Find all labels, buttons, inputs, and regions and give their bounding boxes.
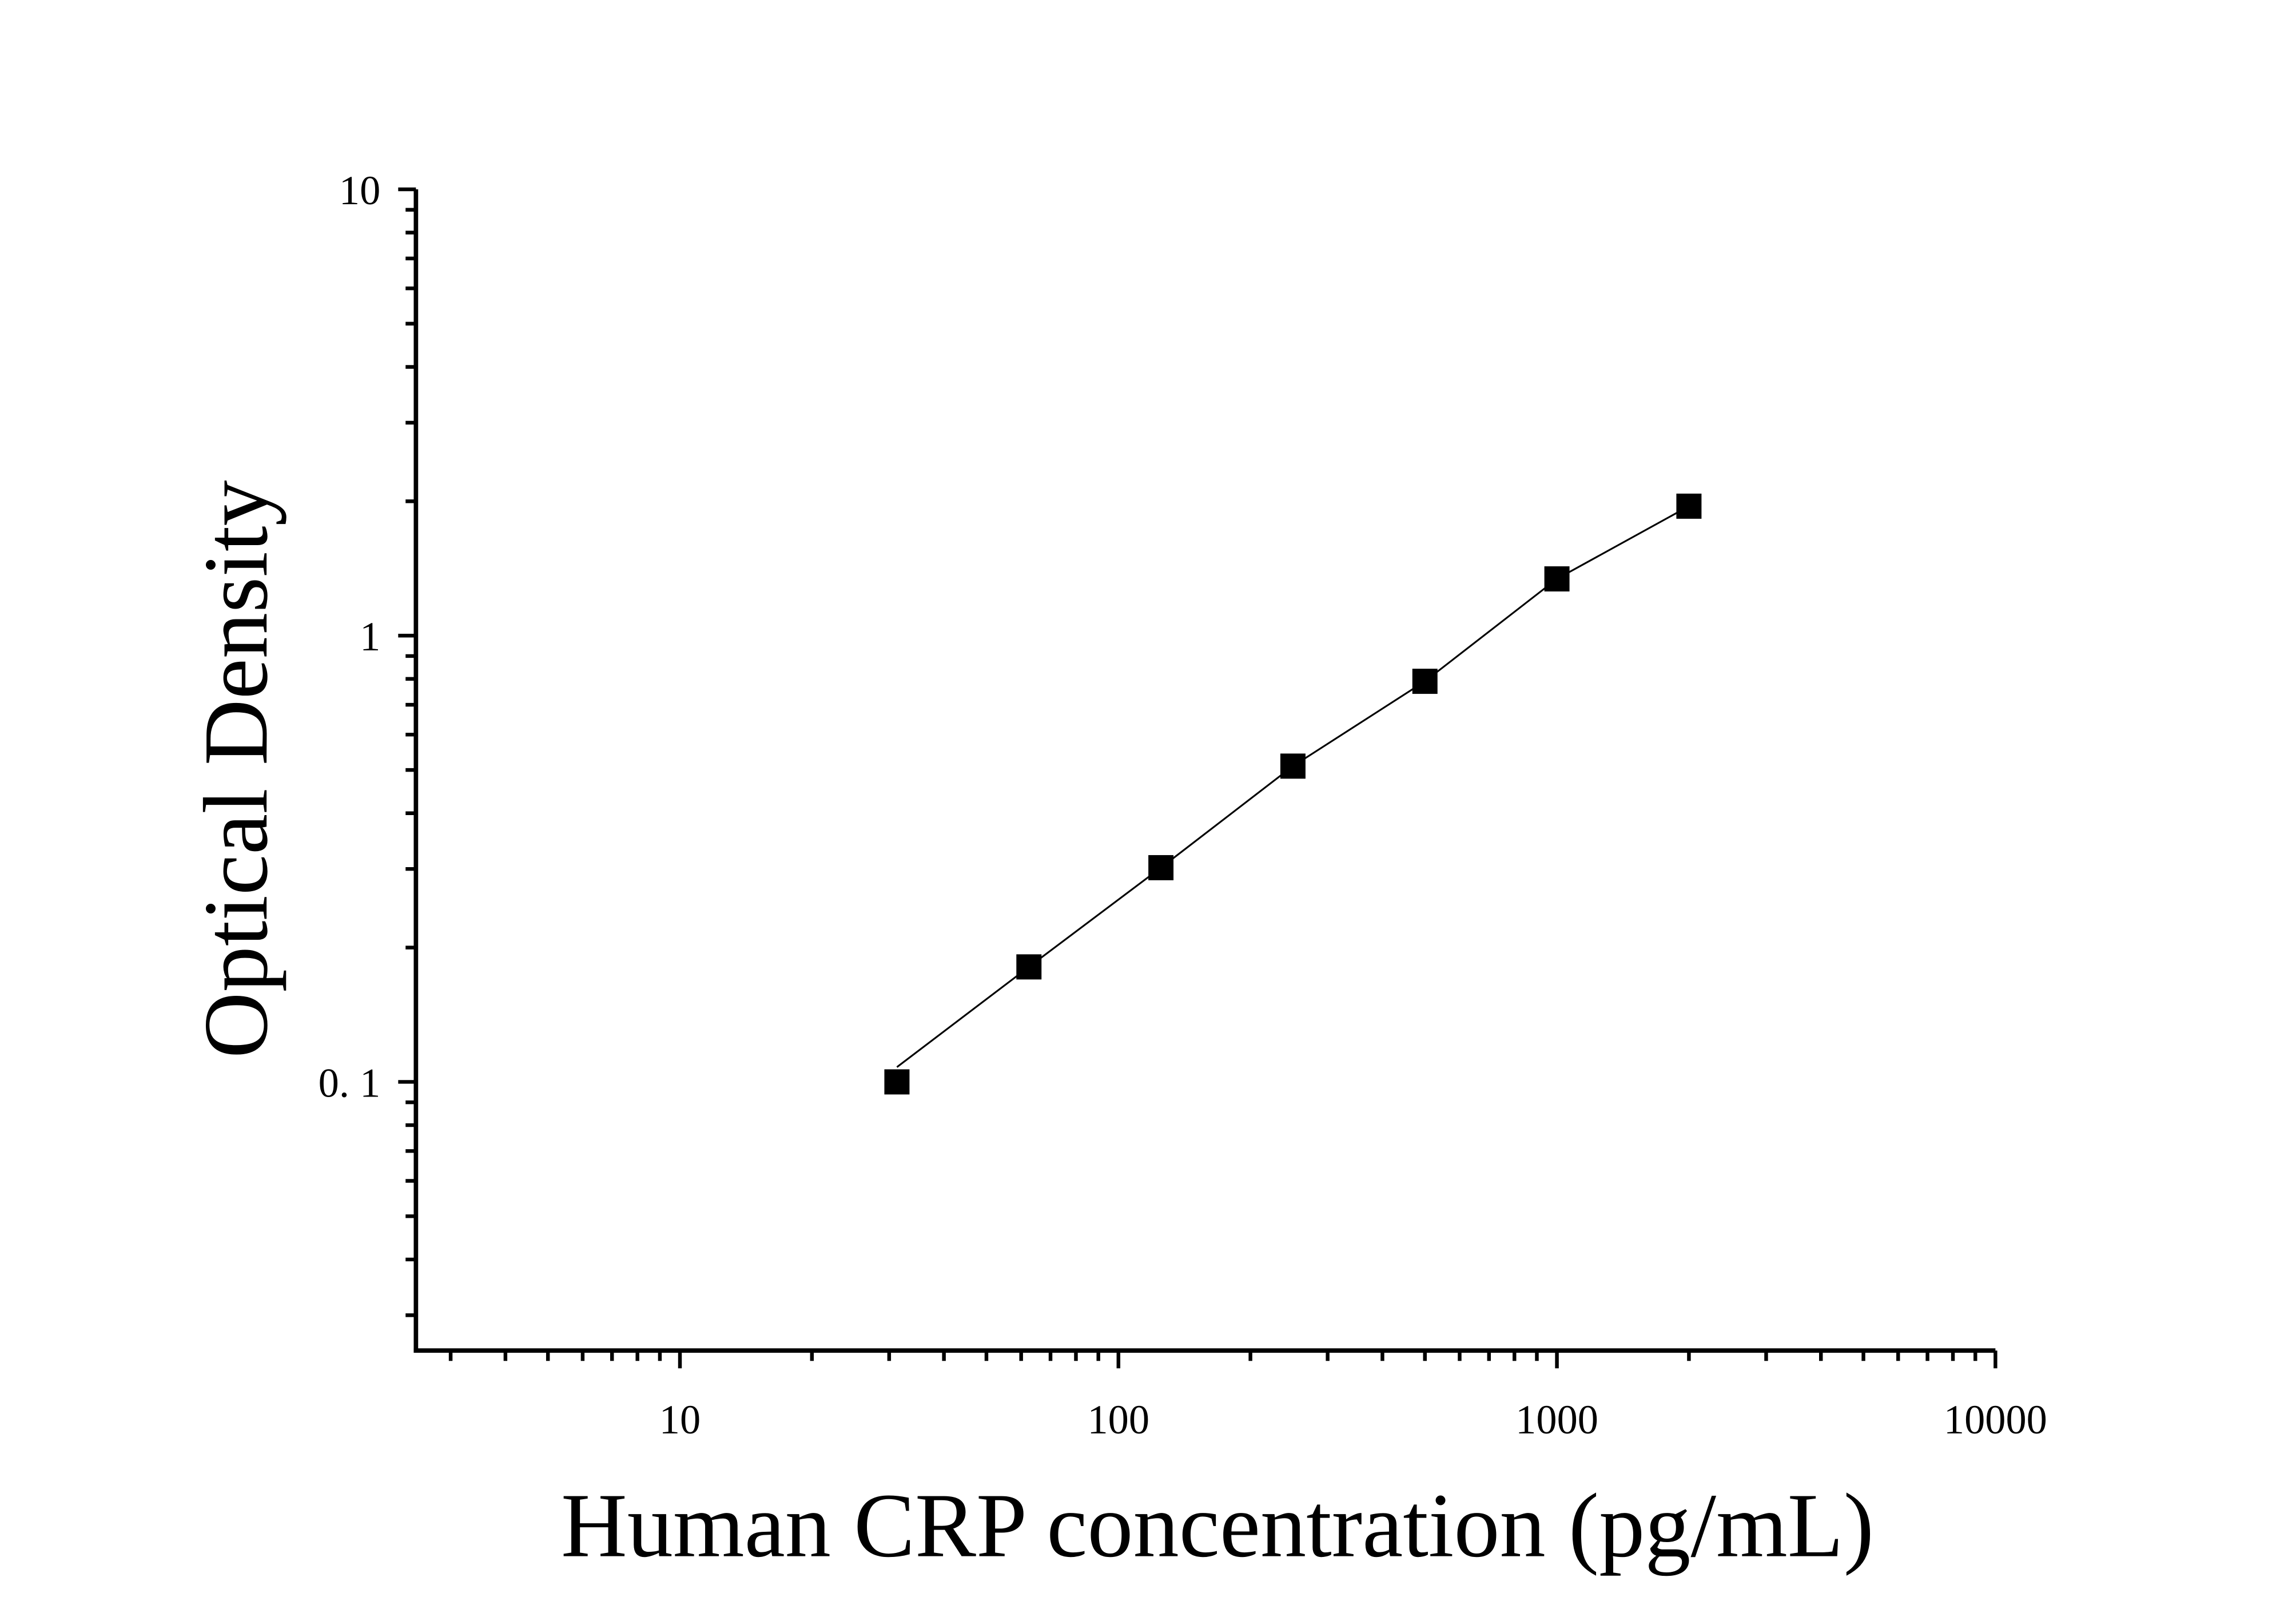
data-point (1544, 566, 1570, 592)
ticks: 10 100 1000 10000 0. 1 1 10 (319, 167, 2047, 1443)
data-point (1016, 954, 1042, 980)
x-axis-label: Human CRP concentration (pg/mL) (561, 1475, 1874, 1576)
data-point (1280, 753, 1306, 779)
y-tick-label: 0. 1 (319, 1059, 381, 1106)
data-point (884, 1069, 910, 1095)
y-axis-label: Optical Density (185, 480, 286, 1058)
axes (413, 189, 1996, 1353)
data-points (884, 493, 1702, 1095)
data-point (1412, 669, 1438, 694)
fit-line (896, 505, 1690, 1068)
x-tick-label: 1000 (1515, 1396, 1598, 1443)
x-tick-label: 100 (1087, 1396, 1149, 1443)
y-tick-label: 1 (360, 613, 380, 660)
data-point (1148, 855, 1174, 880)
x-tick-label: 10000 (1944, 1396, 2047, 1443)
fit-curve (896, 505, 1690, 1068)
x-tick-label: 10 (659, 1396, 701, 1443)
data-point (1676, 493, 1702, 519)
y-tick-label: 10 (339, 167, 380, 213)
